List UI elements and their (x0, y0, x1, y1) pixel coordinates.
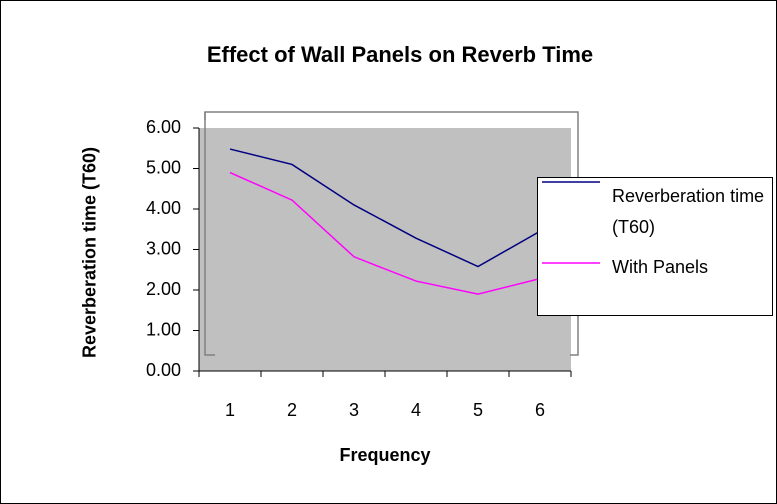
y-tick-label: 3.00 (146, 238, 181, 258)
legend-label: With Panels (612, 257, 709, 277)
y-tick-label: 4.00 (146, 198, 181, 218)
x-tick-label: 1 (225, 400, 235, 420)
series-line (229, 171, 541, 295)
chart-title: Effect of Wall Panels on Reverb Time (207, 42, 593, 67)
y-axis-title: Reverberation time (T60) (79, 146, 100, 359)
y-tick-label: 1.00 (146, 319, 181, 339)
plot-area: 0.00 1.00 2.00 3.00 4.00 5.00 6.00 1 2 3 4 5 6 (146, 117, 572, 420)
frame (204, 112, 215, 356)
x-tick-label: 5 (473, 400, 483, 420)
legend-label: Reverberation time (T60) (612, 186, 765, 237)
x-axis-title: Frequency (339, 445, 430, 465)
y-tick-label: 2.00 (146, 279, 181, 299)
x-tick-label: 3 (349, 400, 359, 420)
legend-box (537, 177, 773, 316)
x-tick-label: 2 (287, 400, 297, 420)
legend (537, 177, 773, 316)
y-tick-label: 5.00 (146, 157, 181, 177)
y-tick-label: 6.00 (146, 117, 181, 137)
plot-background (199, 128, 571, 371)
x-tick-label: 4 (411, 400, 421, 420)
x-tick-label: 6 (535, 400, 545, 420)
series-line (229, 148, 541, 268)
y-tick-label: 0.00 (146, 360, 181, 380)
